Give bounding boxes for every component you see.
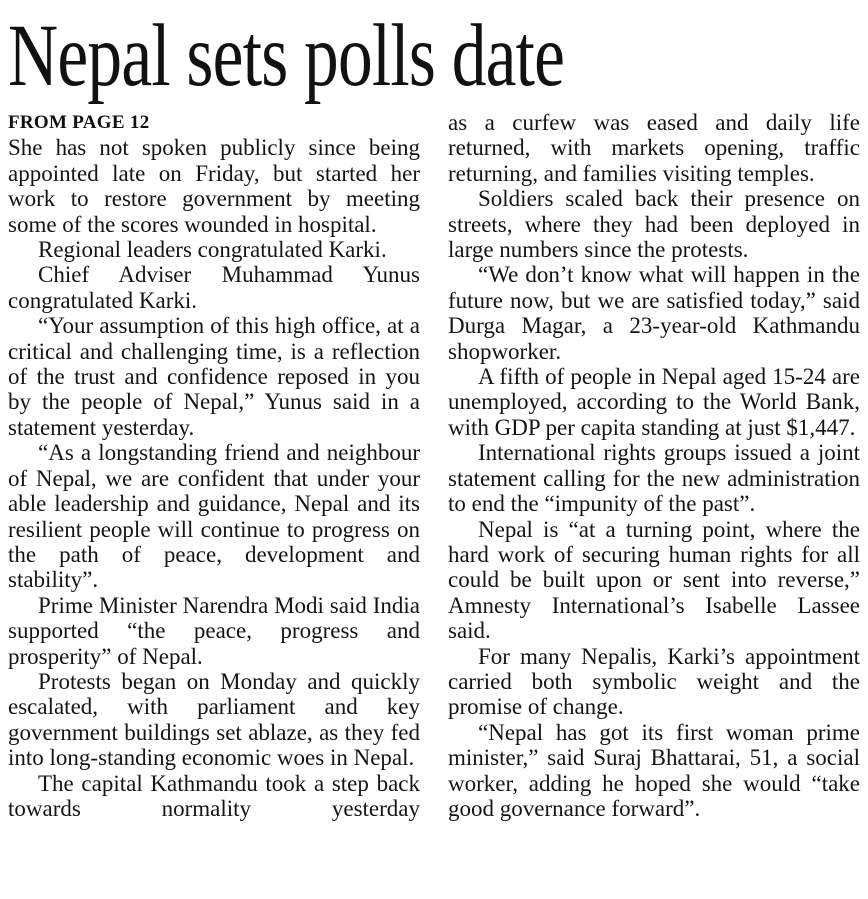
article-paragraph: as a curfew was eased and daily life ret… [448, 110, 860, 186]
article-paragraph: For many Nepalis, Karki’s appointment ca… [448, 643, 860, 720]
article-columns: FROM PAGE 12 She has not spoken publicly… [8, 110, 860, 821]
article-paragraph: “We don’t know what will happen in the f… [448, 262, 860, 364]
column-left: FROM PAGE 12 She has not spoken publicly… [8, 110, 420, 821]
article-paragraph: Nepal is “at a turning point, where the … [448, 516, 860, 644]
article-paragraph: She has not spoken publicly since being … [8, 135, 420, 237]
from-page-kicker: FROM PAGE 12 [8, 112, 150, 133]
article-paragraph: Regional leaders congratulated Karki. [38, 237, 387, 263]
article-paragraph: “Nepal has got its first woman prime min… [448, 719, 860, 821]
article-paragraph: International rights groups issued a joi… [448, 440, 860, 517]
headline-text: Nepal sets polls date [8, 7, 565, 105]
article-paragraph: Protests began on Monday and quickly esc… [8, 668, 420, 771]
page-title: Nepal sets polls date [8, 12, 860, 101]
column-right: as a curfew was eased and daily life ret… [448, 110, 860, 821]
article-paragraph: A fifth of people in Nepal aged 15-24 ar… [448, 364, 860, 440]
article: Nepal sets polls date FROM PAGE 12 She h… [0, 12, 868, 821]
article-paragraph: “Your assumption of this high office, at… [8, 313, 420, 440]
article-paragraph: Chief Adviser Muhammad Yunus congratulat… [8, 262, 420, 313]
article-paragraph: “As a longstanding friend and neighbour … [8, 440, 420, 593]
article-paragraph: The capital Kathmandu took a step back t… [8, 770, 420, 821]
article-paragraph: Soldiers scaled back their presence on s… [448, 186, 860, 263]
article-paragraph: Prime Minister Narendra Modi said India … [8, 592, 420, 669]
